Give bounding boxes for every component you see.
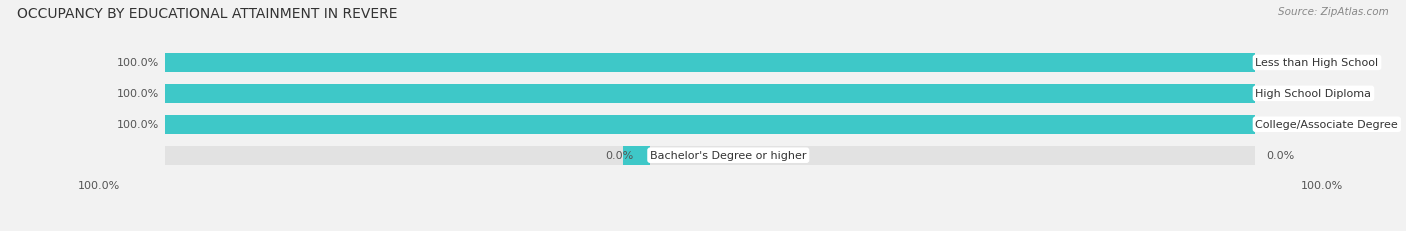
- Bar: [165, 146, 1256, 165]
- Text: High School Diploma: High School Diploma: [1256, 89, 1371, 99]
- Text: Less than High School: Less than High School: [1256, 58, 1379, 68]
- Bar: [623, 146, 650, 165]
- Bar: [165, 115, 1256, 134]
- Text: 0.0%: 0.0%: [1267, 120, 1295, 130]
- Text: 0.0%: 0.0%: [606, 151, 634, 161]
- Text: Source: ZipAtlas.com: Source: ZipAtlas.com: [1278, 7, 1389, 17]
- Text: 100.0%: 100.0%: [117, 120, 159, 130]
- Text: 0.0%: 0.0%: [1267, 151, 1295, 161]
- Text: 100.0%: 100.0%: [77, 180, 120, 190]
- Bar: [165, 115, 1256, 134]
- Text: 100.0%: 100.0%: [117, 89, 159, 99]
- Text: 0.0%: 0.0%: [1267, 58, 1295, 68]
- Text: OCCUPANCY BY EDUCATIONAL ATTAINMENT IN REVERE: OCCUPANCY BY EDUCATIONAL ATTAINMENT IN R…: [17, 7, 398, 21]
- Bar: [165, 84, 1256, 103]
- Text: College/Associate Degree: College/Associate Degree: [1256, 120, 1398, 130]
- Legend: Owner-occupied, Renter-occupied: Owner-occupied, Renter-occupied: [593, 228, 827, 231]
- Text: 0.0%: 0.0%: [1267, 89, 1295, 99]
- Text: 100.0%: 100.0%: [1301, 180, 1343, 190]
- Bar: [165, 54, 1256, 73]
- Text: Bachelor's Degree or higher: Bachelor's Degree or higher: [650, 151, 807, 161]
- Text: 100.0%: 100.0%: [117, 58, 159, 68]
- Bar: [165, 54, 1256, 73]
- Bar: [165, 84, 1256, 103]
